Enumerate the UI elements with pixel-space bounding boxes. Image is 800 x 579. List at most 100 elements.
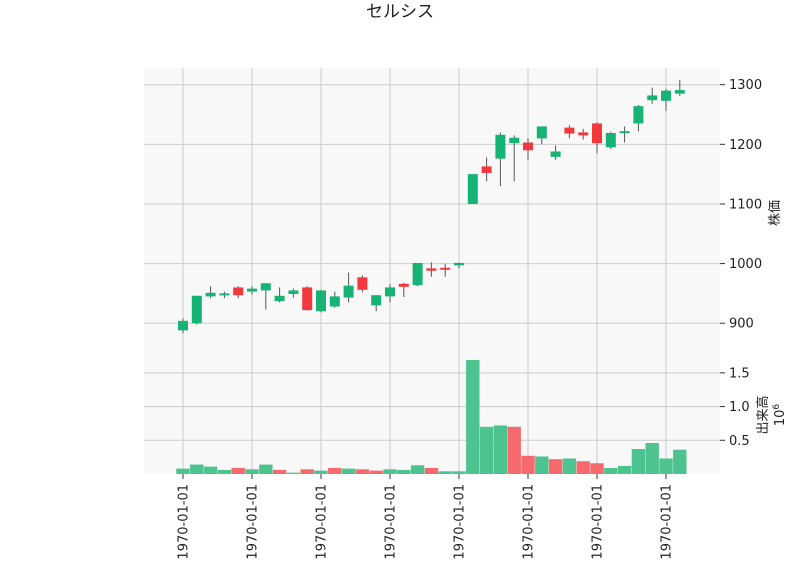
candle-body [274,295,285,302]
volume-bar [397,469,411,474]
price-y-tick-label: 1100 [729,197,762,212]
price-panel-background [144,68,720,356]
candle-body [523,142,533,151]
price-axis-label: 株価 [768,200,783,226]
volume-bar [190,464,204,474]
candle-body [260,283,271,291]
volume-panel-background [144,356,720,474]
x-tick-label: 1970-01-01 [522,484,537,560]
candle [398,282,409,297]
volume-y-tick-label: 0.5 [729,434,750,449]
candle [426,262,437,277]
x-tick-label: 1970-01-01 [246,484,261,560]
candle [247,286,257,295]
candle-body [178,320,188,331]
candle [578,128,589,140]
volume-bar [314,470,328,474]
volume-grid [144,356,720,474]
volume-bar [286,472,301,474]
candle-body [302,287,313,311]
candle-body [467,174,478,204]
volume-bar [438,471,452,474]
candle [550,145,561,160]
candle-body [592,123,602,144]
volume-bar [452,471,466,474]
candle-body [619,131,630,134]
volume-bar [341,468,356,474]
volume-bar [493,425,508,474]
candle [440,263,451,277]
volume-bar [466,360,480,474]
candle-body [440,267,451,270]
candle [495,132,506,187]
price-grid [144,68,720,356]
x-axis-ticks: 1970-01-01 1970-01-01 1970-01-01 1970-01-01… [177,474,675,560]
candle-body [550,151,561,157]
candle [633,104,644,132]
volume-bar [604,467,618,474]
candle [274,287,285,303]
x-tick-label: 1970-01-01 [660,484,675,560]
volume-bar [659,458,673,474]
candle [329,291,340,308]
candle [302,286,313,311]
volume-bar [535,456,549,474]
candle [316,289,326,313]
volume-bar [176,468,190,474]
volume-bar [203,466,218,474]
candle [454,262,464,269]
candle-body [329,296,340,307]
volume-bar [617,465,632,474]
candle-body [316,290,326,312]
candle-body [288,290,299,294]
candle [536,126,547,145]
candle-body [674,90,685,94]
price-candles [178,79,685,334]
volume-bar [245,469,259,474]
candle [674,79,685,97]
candle [260,283,271,310]
volume-bar [479,426,494,474]
x-tick-label: 1970-01-01 [591,484,606,560]
candle-body [385,287,395,297]
price-y-ticks: 900 1000 1100 1200 1300 [720,78,762,332]
volume-bar [521,455,535,474]
volume-y-ticks: 0.5 1.0 1.5 [720,366,750,449]
candle [592,122,602,154]
candle [191,295,202,325]
candle-body [233,287,244,296]
volume-bar [673,449,687,474]
x-tick-label: 1970-01-01 [384,484,399,560]
volume-axis-label: 出来高 [755,395,771,434]
candle-body [412,262,423,286]
volume-bar [383,469,397,474]
candle [178,318,188,334]
x-tick-label: 1970-01-01 [177,484,192,560]
volume-bar [328,467,342,474]
price-y-tick-label: 1000 [729,257,762,272]
candle [357,275,368,293]
chart-title: セルシス [366,2,434,22]
candle-body [633,106,644,124]
volume-bar [272,469,287,474]
volume-panel: 0.5 1.0 1.5 出来高 106 [144,356,788,474]
volume-bar [259,464,273,474]
candle-body [564,127,575,134]
candle-body [371,295,382,306]
volume-y-tick-label: 1.0 [729,400,750,415]
candle [288,288,299,298]
candle-body [495,134,506,159]
volume-bar [590,463,604,474]
x-tick-label: 1970-01-01 [315,484,330,560]
candle-body [219,293,230,296]
volume-axis-exponent: 106 [772,404,788,427]
candle-body [357,277,368,290]
candle-body [536,126,547,139]
candle [523,138,533,161]
candle [371,295,382,312]
candle-body [191,295,202,324]
candle [233,286,244,299]
candle-body [398,283,409,287]
